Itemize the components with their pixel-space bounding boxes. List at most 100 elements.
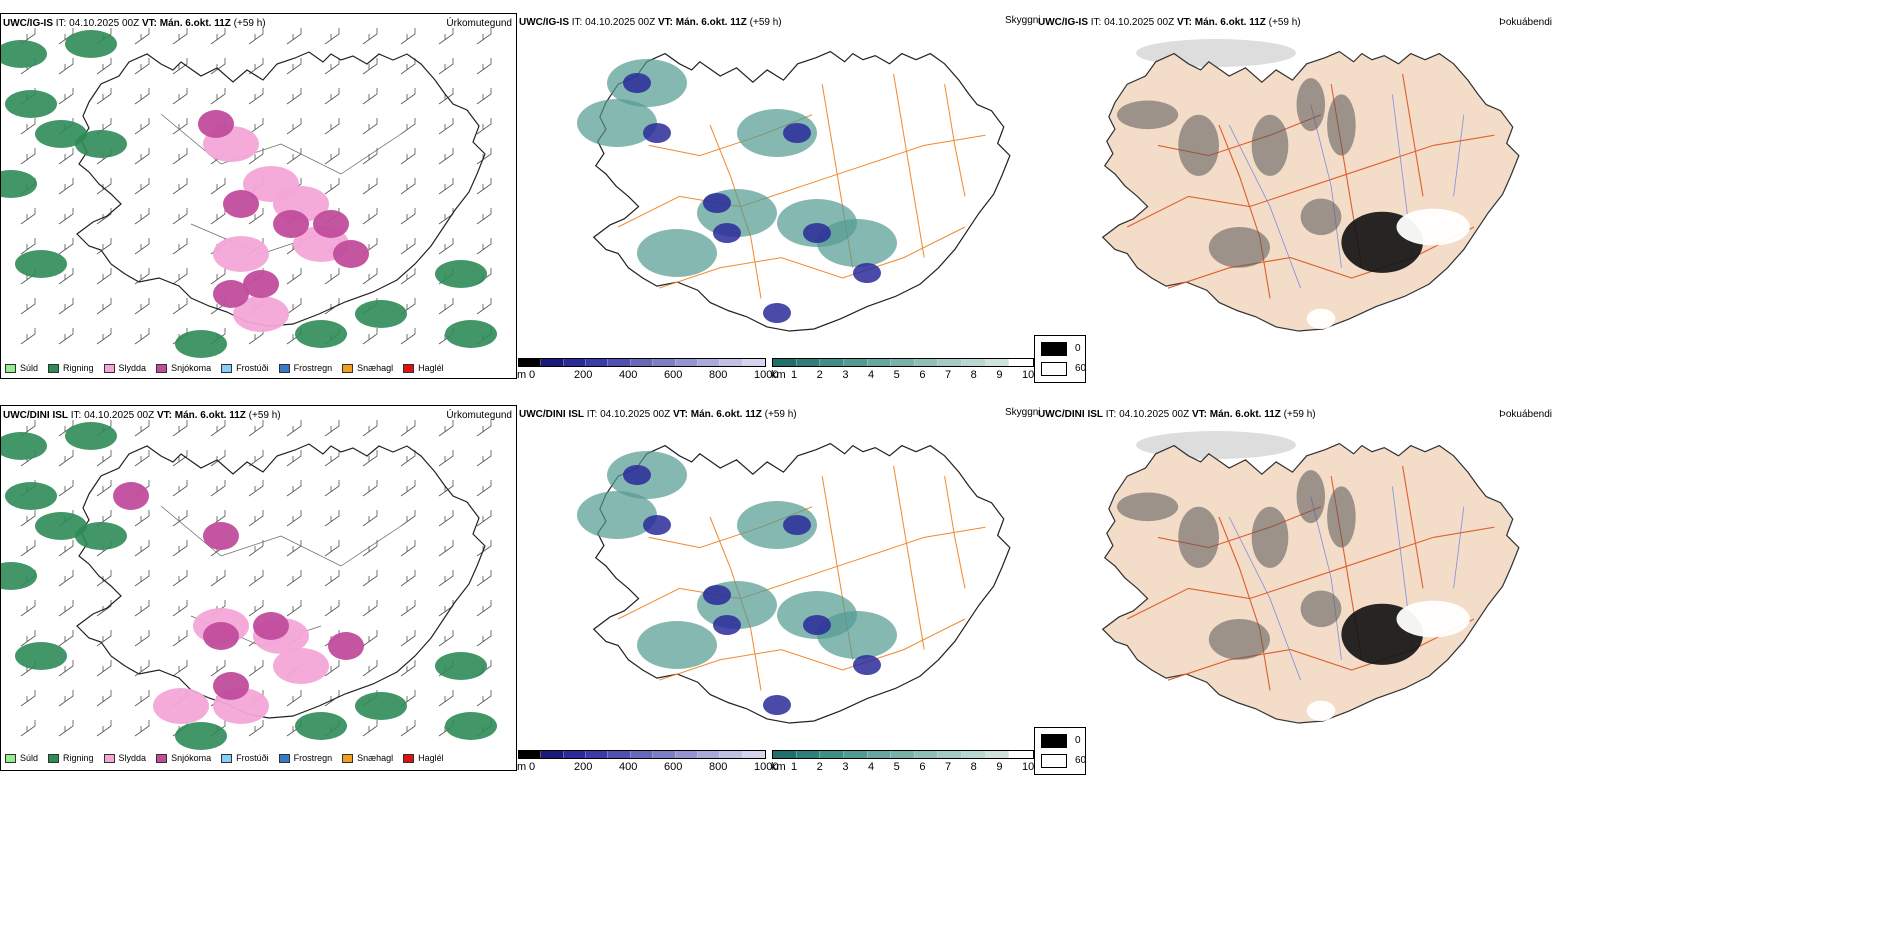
wind-barb bbox=[134, 118, 150, 135]
road bbox=[1218, 516, 1271, 691]
panel-title: UWC/IG-IS IT: 04.10.2025 00Z VT: Mán. 6.… bbox=[519, 17, 782, 28]
river bbox=[1453, 506, 1465, 589]
panel-title: UWC/IG-IS IT: 04.10.2025 00Z VT: Mán. 6.… bbox=[3, 18, 266, 29]
wind-barb bbox=[324, 450, 340, 467]
wind-barb bbox=[476, 28, 492, 45]
low-cloudbase-area bbox=[703, 193, 731, 213]
legend-swatch bbox=[403, 363, 415, 373]
wind-barb bbox=[134, 178, 150, 195]
precip-legend-item: Rigning bbox=[48, 363, 94, 373]
glacier-area bbox=[1396, 208, 1470, 246]
road bbox=[944, 476, 966, 589]
rain-area bbox=[445, 712, 497, 740]
rain-area bbox=[295, 712, 347, 740]
wind-barb bbox=[20, 720, 36, 737]
wind-barb bbox=[210, 420, 226, 437]
precip-legend: Súld Rigning Slydda Snjókoma Frostúði Frostre… bbox=[5, 363, 454, 373]
snow-area bbox=[328, 632, 364, 660]
wind-barb bbox=[362, 630, 378, 647]
wind-barb bbox=[400, 328, 416, 345]
wind-barb bbox=[362, 480, 378, 497]
wind-barb bbox=[400, 28, 416, 45]
cloudbase-panel-2: UWC/DINI ISL IT: 04.10.2025 00Z VT: Mán.… bbox=[517, 405, 1037, 773]
wind-barb bbox=[134, 28, 150, 45]
panel-variable-title: Úrkomutegund bbox=[446, 18, 512, 29]
wind-barb bbox=[438, 480, 454, 497]
wind-barb bbox=[172, 600, 188, 617]
rain-area bbox=[355, 692, 407, 720]
wind-barb bbox=[96, 58, 112, 75]
iceland-cloudbase-map bbox=[577, 50, 1011, 332]
wind-barb bbox=[96, 600, 112, 617]
wind-barb bbox=[96, 238, 112, 255]
colorbar-tick: 9 bbox=[996, 369, 1003, 381]
road bbox=[658, 226, 966, 289]
fog-area bbox=[1208, 227, 1270, 268]
precip-legend-item: Snjókoma bbox=[156, 753, 211, 763]
wind-barb bbox=[172, 238, 188, 255]
wind-barb bbox=[58, 690, 74, 707]
wind-barb bbox=[58, 178, 74, 195]
wind-barb bbox=[400, 480, 416, 497]
fog-area bbox=[1300, 590, 1342, 628]
precip-legend-item: Frostregn bbox=[278, 363, 332, 373]
panel-variable-title: Þokuábendi bbox=[1499, 17, 1552, 28]
sleet-area bbox=[273, 648, 329, 684]
wind-barb bbox=[172, 208, 188, 225]
rain-area bbox=[65, 422, 117, 450]
coastline bbox=[592, 50, 1011, 332]
wind-barb bbox=[20, 208, 36, 225]
wind-barb bbox=[324, 570, 340, 587]
wind-barb bbox=[248, 570, 264, 587]
visibility-colorbar: 1 2 3 4 5 6 7 8 9 10 km bbox=[771, 358, 1034, 381]
low-cloudbase-area bbox=[763, 303, 791, 323]
colorbar-tick: 5 bbox=[893, 761, 900, 773]
wind-barb bbox=[400, 178, 416, 195]
wind-barb bbox=[476, 690, 492, 707]
wind-barb bbox=[134, 208, 150, 225]
wind-barb bbox=[324, 268, 340, 285]
rain-area bbox=[35, 120, 87, 148]
colorbar-tick: 7 bbox=[945, 761, 952, 773]
wind-barb bbox=[362, 510, 378, 527]
low-visibility-area bbox=[577, 491, 657, 539]
low-cloudbase-area bbox=[713, 615, 741, 635]
wind-barb bbox=[248, 208, 264, 225]
river bbox=[1228, 124, 1301, 289]
wind-barb bbox=[248, 480, 264, 497]
river bbox=[1453, 114, 1465, 197]
iceland-fog-map bbox=[1101, 431, 1520, 724]
wind-barb bbox=[324, 600, 340, 617]
colorbar-tick: 2 bbox=[816, 369, 823, 381]
precip-legend-item: Slydda bbox=[103, 363, 146, 373]
wind-barb bbox=[400, 540, 416, 557]
wind-barb bbox=[248, 450, 264, 467]
wind-barb bbox=[362, 600, 378, 617]
rain-area bbox=[75, 522, 127, 550]
road bbox=[1126, 526, 1495, 620]
fog-area bbox=[1251, 114, 1289, 176]
wind-barb bbox=[438, 298, 454, 315]
iceland-precip-map bbox=[1, 420, 497, 750]
wind-barb bbox=[286, 510, 302, 527]
wind-barb bbox=[58, 208, 74, 225]
wind-barb bbox=[20, 148, 36, 165]
wind-barb bbox=[20, 600, 36, 617]
colorbar-tick: 1000 bbox=[754, 761, 779, 773]
wind-barb bbox=[400, 88, 416, 105]
wind-barb bbox=[172, 480, 188, 497]
wind-barb bbox=[248, 600, 264, 617]
rain-area bbox=[65, 30, 117, 58]
precip-legend-item: Súld bbox=[5, 753, 38, 763]
wind-barb bbox=[400, 238, 416, 255]
wind-barb bbox=[134, 420, 150, 437]
wind-barb bbox=[58, 328, 74, 345]
snow-area bbox=[113, 482, 149, 510]
fog-area bbox=[1251, 506, 1289, 568]
low-visibility-area bbox=[817, 219, 897, 267]
wind-barb bbox=[210, 88, 226, 105]
wind-barb bbox=[324, 148, 340, 165]
iceland-precip-map bbox=[1, 28, 497, 358]
road bbox=[893, 73, 925, 258]
wind-barb bbox=[286, 28, 302, 45]
